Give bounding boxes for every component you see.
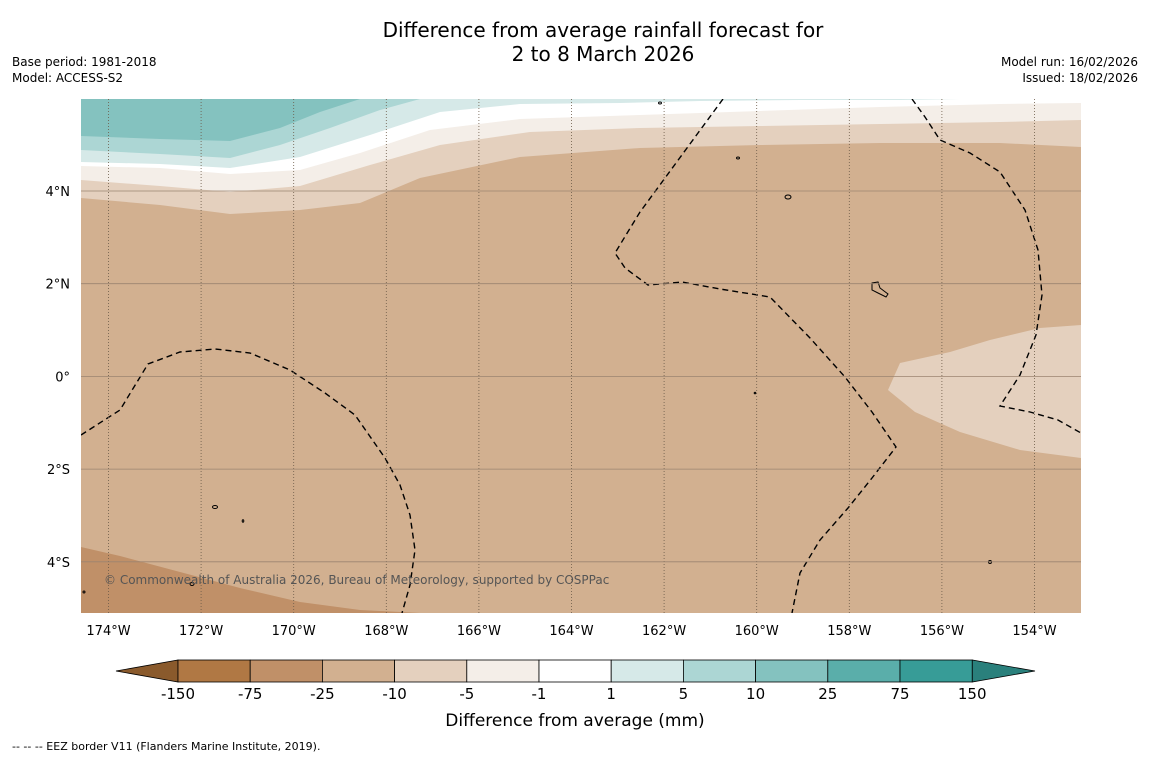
latitude-label: 4°N [46, 185, 71, 200]
longitude-label: 168°W [364, 624, 408, 639]
map-copyright: © Commonwealth of Australia 2026, Bureau… [104, 573, 609, 587]
colorbar-segment [177, 659, 251, 683]
longitude-labels: 174°W 172°W 170°W 168°W 166°W 164°W 162°W 160°W… [86, 624, 1056, 639]
latitude-label: 0° [55, 370, 70, 385]
latitude-label: 2°N [46, 278, 71, 293]
colorbar-segment [827, 659, 901, 683]
model-run: Model run: 16/02/2026 [1000, 55, 1138, 69]
colorbar-extend-low [115, 659, 179, 683]
rainfall-field: © Commonwealth of Australia 2026, Bureau… [81, 99, 1081, 613]
meta-right: Model run: 16/02/2026 Issued: 18/02/2026 [1001, 54, 1138, 86]
longitude-label: 160°W [735, 624, 779, 639]
longitude-label: 170°W [272, 624, 316, 639]
colorbar-tick-label: -25 [310, 685, 335, 703]
band-minus10-east [888, 325, 1081, 458]
band-plus10 [81, 99, 360, 141]
colorbar-tick-label: 25 [818, 685, 837, 703]
longitude-label: 166°W [457, 624, 501, 639]
colorbar-tick-label: 150 [958, 685, 987, 703]
latitude-label: 4°S [47, 556, 70, 571]
base-period: Base period: 1981-2018 [12, 55, 157, 69]
colorbar-extend-high [971, 659, 1036, 683]
eez-borders [81, 99, 1081, 613]
title-line-2: 2 to 8 March 2026 [511, 42, 695, 66]
colorbar-tick-label: -75 [238, 685, 263, 703]
model-name: Model: ACCESS-S2 [12, 71, 124, 85]
colorbar-segment [610, 659, 684, 683]
colorbar-label: Difference from average (mm) [445, 711, 704, 731]
latitude-label: 2°S [47, 463, 70, 478]
islands [82, 101, 992, 594]
colorbar-segment [899, 659, 973, 683]
longitude-label: 174°W [86, 624, 130, 639]
longitude-label: 154°W [1012, 624, 1056, 639]
colorbar-tick-label: 75 [890, 685, 909, 703]
colorbar-segment [466, 659, 540, 683]
colorbar-tick-label: -150 [161, 685, 195, 703]
colorbar-tick-label: -5 [459, 685, 474, 703]
band-minus75 [81, 547, 420, 613]
colorbar-tick-label: 1 [606, 685, 616, 703]
colorbar-segment [538, 659, 612, 683]
longitude-label: 172°W [179, 624, 223, 639]
map-title: Difference from average rainfall forecas… [0, 18, 1150, 66]
meta-left: Base period: 1981-2018 Model: ACCESS-S2 [12, 54, 157, 86]
longitude-label: 158°W [827, 624, 871, 639]
colorbar-tick-label: 10 [746, 685, 765, 703]
colorbar-segment [683, 659, 757, 683]
title-line-1: Difference from average rainfall forecas… [382, 18, 824, 42]
colorbar-tick-label: 5 [679, 685, 689, 703]
colorbar-tick-label: -10 [382, 685, 407, 703]
colorbar: -150 -75 -25 -10 -5 -1 1 5 10 25 75 150 [115, 659, 1036, 703]
colorbar-segment [755, 659, 829, 683]
colorbar-segment [394, 659, 468, 683]
longitude-label: 156°W [920, 624, 964, 639]
longitude-label: 164°W [549, 624, 593, 639]
gridlines [81, 99, 1081, 613]
colorbar-tick-label: -1 [532, 685, 547, 703]
longitude-label: 162°W [642, 624, 686, 639]
colorbar-segment [321, 659, 395, 683]
latitude-labels: 4°N 2°N 0° 2°S 4°S [46, 185, 71, 571]
eez-footer-note: -- -- -- EEZ border V11 (Flanders Marine… [12, 740, 321, 753]
issued-date: Issued: 18/02/2026 [1022, 71, 1138, 85]
colorbar-segment [249, 659, 323, 683]
